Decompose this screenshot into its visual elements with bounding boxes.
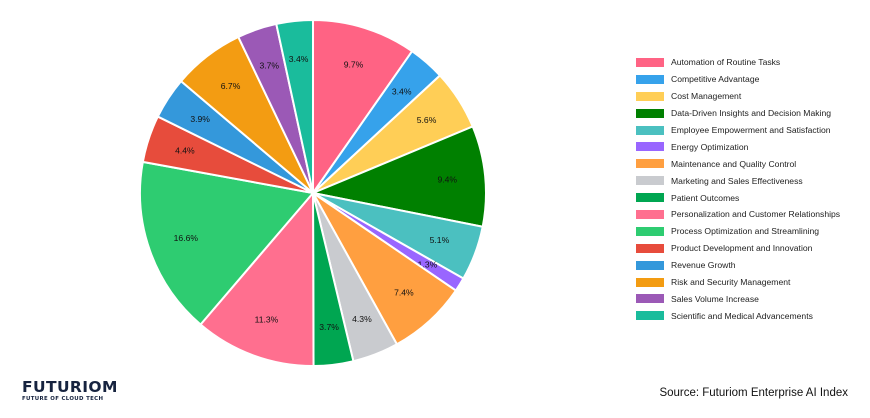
legend-label: Sales Volume Increase xyxy=(671,293,759,304)
slice-label-risk-and-security-management: 6.7% xyxy=(221,81,241,91)
legend-swatch xyxy=(636,108,664,118)
legend-swatch xyxy=(636,74,664,84)
source-note: Source: Futuriom Enterprise AI Index xyxy=(659,387,848,399)
logo-tagline: FUTURE OF CLOUD TECH xyxy=(22,396,104,402)
slice-label-scientific-and-medical-advancements: 3.4% xyxy=(289,54,309,64)
legend-label: Personalization and Customer Relationshi… xyxy=(671,209,841,220)
legend-label: Scientific and Medical Advancements xyxy=(671,310,813,321)
logo-name: FUTURIOM xyxy=(22,378,118,396)
slice-label-marketing-and-sales-effectiveness: 4.3% xyxy=(352,314,372,324)
legend-item-risk-and-security-management: Risk and Security Management xyxy=(636,274,840,291)
slice-label-patient-outcomes: 3.7% xyxy=(319,322,339,332)
legend-item-cost-management: Cost Management xyxy=(636,88,840,105)
legend-label: Data-Driven Insights and Decision Making xyxy=(671,108,832,119)
legend-swatch xyxy=(636,311,664,321)
legend: Automation of Routine Tasks Competitive A… xyxy=(636,54,840,324)
slice-label-product-development-and-innovation: 4.4% xyxy=(175,146,195,156)
slice-label-cost-management: 5.6% xyxy=(417,115,437,125)
futuriom-logo: FUTURIOM FUTURE OF CLOUD TECH xyxy=(22,378,118,402)
legend-label: Process Optimization and Streamlining xyxy=(671,226,820,237)
legend-label: Risk and Security Management xyxy=(671,277,791,288)
legend-swatch xyxy=(636,57,664,67)
pie-slice-data-driven-insights-and-decision-making xyxy=(309,125,487,228)
legend-item-marketing-and-sales-effectiveness: Marketing and Sales Effectiveness xyxy=(636,172,840,189)
legend-swatch xyxy=(636,159,664,169)
pie-slice-process-optimization-and-streamlining xyxy=(139,160,315,326)
legend-item-revenue-growth: Revenue Growth xyxy=(636,257,840,274)
slice-label-revenue-growth: 3.9% xyxy=(190,114,210,124)
legend-label: Automation of Routine Tasks xyxy=(671,57,781,68)
legend-item-sales-volume-increase: Sales Volume Increase xyxy=(636,290,840,307)
legend-label: Marketing and Sales Effectiveness xyxy=(671,175,803,186)
legend-label: Patient Outcomes xyxy=(671,192,740,203)
slice-label-energy-optimization: 1.3% xyxy=(418,259,438,269)
legend-item-competitive-advantage: Competitive Advantage xyxy=(636,71,840,88)
legend-swatch xyxy=(636,91,664,101)
legend-swatch xyxy=(636,277,664,287)
legend-swatch xyxy=(636,294,664,304)
slice-label-sales-volume-increase: 3.7% xyxy=(259,60,279,70)
slice-label-personalization-and-customer-relationships: 11.3% xyxy=(255,315,279,325)
slice-label-automation-of-routine-tasks: 9.7% xyxy=(344,59,364,69)
slice-label-employee-empowerment-and-satisfaction: 5.1% xyxy=(430,235,450,245)
pie-slice-personalization-and-customer-relationships xyxy=(199,190,315,367)
legend-item-personalization-and-customer-relationships: Personalization and Customer Relationshi… xyxy=(636,206,840,223)
pie-slice-automation-of-routine-tasks xyxy=(312,18,414,197)
legend-item-data-driven-insights-and-decision-making: Data-Driven Insights and Decision Making xyxy=(636,105,840,122)
slice-label-maintenance-and-quality-control: 7.4% xyxy=(394,288,414,298)
legend-item-employee-empowerment-and-satisfaction: Employee Empowerment and Satisfaction xyxy=(636,122,840,139)
legend-item-maintenance-and-quality-control: Maintenance and Quality Control xyxy=(636,155,840,172)
legend-swatch xyxy=(636,209,664,219)
pie-chart: 9.7% 3.4% 5.6% 9.4% 5.1% 1.3% 7.4% 4.3% 3.7% 11.3… xyxy=(139,18,487,368)
legend-item-product-development-and-innovation: Product Development and Innovation xyxy=(636,240,840,257)
legend-label: Maintenance and Quality Control xyxy=(671,158,797,169)
legend-item-automation-of-routine-tasks: Automation of Routine Tasks xyxy=(636,54,840,71)
legend-item-scientific-and-medical-advancements: Scientific and Medical Advancements xyxy=(636,307,840,324)
legend-swatch xyxy=(636,176,664,186)
legend-swatch xyxy=(636,243,664,253)
legend-item-patient-outcomes: Patient Outcomes xyxy=(636,189,840,206)
legend-label: Revenue Growth xyxy=(671,260,736,271)
legend-swatch xyxy=(636,125,664,135)
legend-label: Energy Optimization xyxy=(671,141,749,152)
legend-item-process-optimization-and-streamlining: Process Optimization and Streamlining xyxy=(636,223,840,240)
legend-item-energy-optimization: Energy Optimization xyxy=(636,138,840,155)
slice-label-process-optimization-and-streamlining: 16.6% xyxy=(174,233,199,243)
pie-slice-scientific-and-medical-advancements xyxy=(275,18,314,194)
legend-swatch xyxy=(636,226,664,236)
slice-label-data-driven-insights-and-decision-making: 9.4% xyxy=(437,175,457,185)
legend-label: Employee Empowerment and Satisfaction xyxy=(671,125,831,135)
legend-label: Cost Management xyxy=(671,91,742,102)
legend-label: Competitive Advantage xyxy=(671,74,760,85)
legend-swatch xyxy=(636,142,664,152)
legend-swatch xyxy=(636,193,664,203)
slice-label-competitive-advantage: 3.4% xyxy=(392,86,412,96)
legend-label: Product Development and Innovation xyxy=(671,243,813,254)
legend-swatch xyxy=(636,260,664,270)
